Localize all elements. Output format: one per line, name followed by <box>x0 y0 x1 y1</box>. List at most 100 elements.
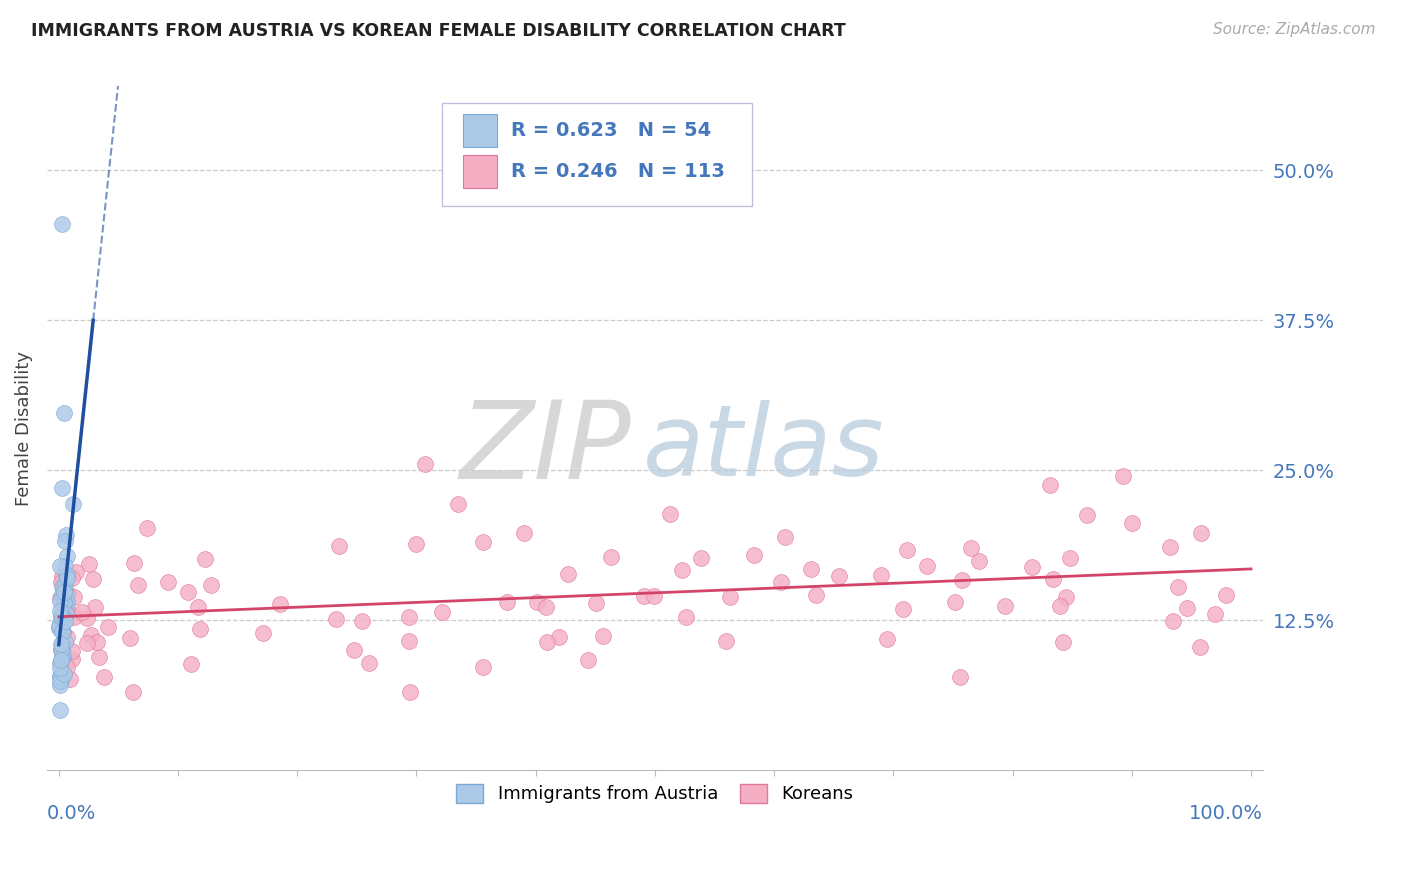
Point <box>55 607 77 621</box>
Point <box>512 526 534 541</box>
Point <box>51 217 73 231</box>
Point <box>51 569 73 583</box>
Point <box>76 611 98 625</box>
Point <box>643 589 665 603</box>
Point <box>600 550 623 565</box>
Point <box>53 533 76 548</box>
Point <box>943 595 966 609</box>
Point <box>828 569 851 583</box>
Point <box>718 591 741 605</box>
Point <box>62 497 84 511</box>
Point <box>53 614 76 628</box>
Point <box>252 625 274 640</box>
Point <box>659 507 682 521</box>
Point <box>127 577 149 591</box>
Point <box>49 669 72 683</box>
Point <box>180 657 202 671</box>
Point <box>51 587 73 601</box>
Point <box>1159 540 1181 554</box>
Point <box>52 625 75 640</box>
Point <box>51 640 73 655</box>
Point <box>1215 588 1237 602</box>
Point <box>1121 516 1143 530</box>
Point <box>187 599 209 614</box>
Point <box>49 637 72 651</box>
Point <box>53 558 76 573</box>
Text: Source: ZipAtlas.com: Source: ZipAtlas.com <box>1212 22 1375 37</box>
Point <box>49 615 72 630</box>
Point <box>48 657 70 671</box>
Point <box>82 572 104 586</box>
Point <box>799 562 821 576</box>
Point <box>53 634 76 648</box>
Point <box>55 630 77 644</box>
Point <box>55 587 77 601</box>
Point <box>51 643 73 657</box>
Point <box>56 660 79 674</box>
Point <box>585 596 607 610</box>
Point <box>714 634 737 648</box>
Point <box>55 549 77 563</box>
Point <box>994 599 1017 614</box>
Point <box>51 481 73 495</box>
Point <box>51 625 73 640</box>
Point <box>49 594 72 608</box>
Point <box>49 618 72 632</box>
Point <box>471 534 494 549</box>
Point <box>52 596 75 610</box>
Point <box>770 575 793 590</box>
Point <box>60 644 83 658</box>
Point <box>51 651 73 665</box>
Point <box>52 667 75 681</box>
Point <box>49 703 72 717</box>
Legend: Immigrants from Austria, Koreans: Immigrants from Austria, Koreans <box>447 775 862 813</box>
Point <box>122 556 145 570</box>
Point <box>48 619 70 633</box>
FancyBboxPatch shape <box>441 103 752 206</box>
Point <box>135 521 157 535</box>
Point <box>49 607 72 622</box>
Point <box>269 597 291 611</box>
Text: 0.0%: 0.0% <box>46 805 96 823</box>
Point <box>49 678 72 692</box>
Point <box>1167 580 1189 594</box>
Point <box>671 563 693 577</box>
Point <box>48 674 70 689</box>
Point <box>675 610 697 624</box>
Point <box>471 659 494 673</box>
Point <box>690 551 713 566</box>
Point <box>52 612 75 626</box>
FancyBboxPatch shape <box>463 154 496 187</box>
Point <box>398 609 420 624</box>
Point <box>97 620 120 634</box>
Point <box>49 591 72 605</box>
Point <box>177 585 200 599</box>
Point <box>56 571 79 585</box>
Point <box>49 652 72 666</box>
Point <box>52 585 75 599</box>
Point <box>343 643 366 657</box>
Point <box>430 605 453 619</box>
Point <box>80 627 103 641</box>
Point <box>51 580 73 594</box>
Point <box>52 648 75 663</box>
Point <box>55 595 77 609</box>
Point <box>536 635 558 649</box>
Point <box>1189 526 1212 541</box>
Point <box>59 672 82 686</box>
Point <box>1163 614 1185 628</box>
Point <box>55 602 77 616</box>
Point <box>1175 601 1198 615</box>
Point <box>357 656 380 670</box>
Point <box>49 670 72 684</box>
Point <box>62 590 84 604</box>
Point <box>83 599 105 614</box>
Point <box>55 528 77 542</box>
Point <box>52 582 75 596</box>
Point <box>52 611 75 625</box>
Point <box>534 600 557 615</box>
Point <box>53 577 76 591</box>
Point <box>48 661 70 675</box>
Point <box>576 653 599 667</box>
Point <box>557 566 579 581</box>
